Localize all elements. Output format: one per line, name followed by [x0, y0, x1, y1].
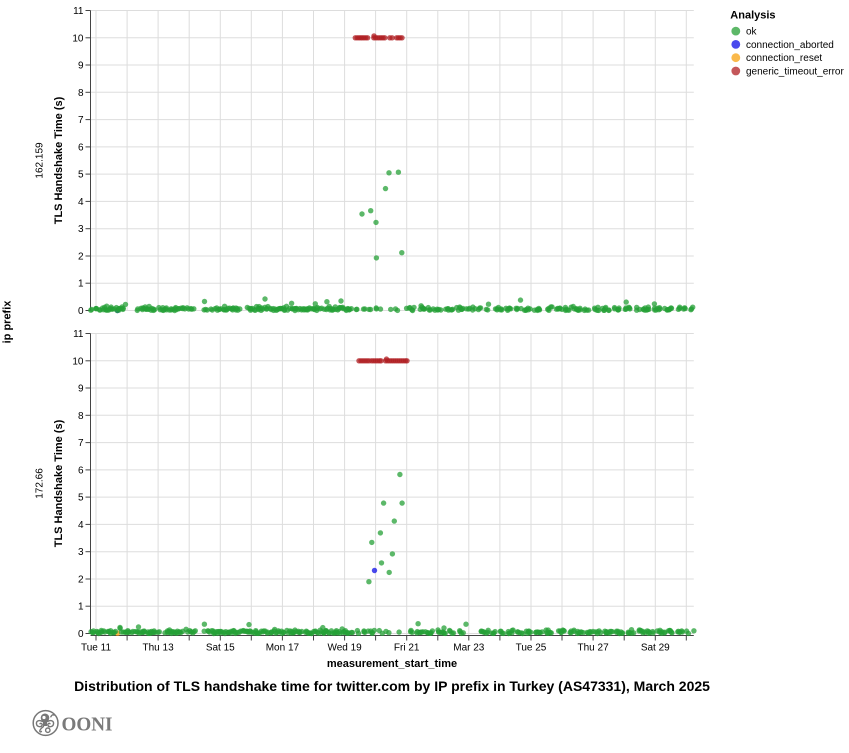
svg-text:Thu 13: Thu 13	[143, 643, 175, 654]
svg-text:Thu 27: Thu 27	[578, 643, 610, 654]
svg-text:5: 5	[78, 493, 84, 504]
svg-text:11: 11	[73, 329, 84, 340]
svg-text:TLS Handshake Time (s): TLS Handshake Time (s)	[53, 419, 65, 547]
svg-text:1: 1	[78, 602, 84, 613]
svg-text:5: 5	[78, 170, 84, 181]
svg-text:connection_aborted: connection_aborted	[746, 40, 834, 51]
svg-text:TLS Handshake Time (s): TLS Handshake Time (s)	[53, 96, 65, 224]
svg-text:Mon 17: Mon 17	[266, 643, 300, 654]
svg-text:9: 9	[78, 61, 84, 72]
svg-text:8: 8	[78, 88, 84, 99]
svg-text:2: 2	[78, 252, 84, 263]
svg-text:OONI: OONI	[62, 715, 113, 736]
svg-text:8: 8	[78, 411, 84, 422]
svg-text:11: 11	[73, 6, 84, 17]
svg-text:Sat 29: Sat 29	[641, 643, 670, 654]
svg-text:162.159: 162.159	[35, 142, 46, 179]
svg-text:generic_timeout_error: generic_timeout_error	[746, 67, 844, 78]
svg-text:Tue 25: Tue 25	[516, 643, 547, 654]
svg-text:3: 3	[78, 547, 84, 558]
svg-text:0: 0	[78, 306, 84, 317]
svg-text:7: 7	[78, 115, 84, 126]
svg-text:4: 4	[78, 520, 84, 531]
svg-text:Fri 21: Fri 21	[394, 643, 420, 654]
svg-text:connection_reset: connection_reset	[746, 53, 822, 64]
svg-text:172.66: 172.66	[35, 468, 46, 499]
svg-text:7: 7	[78, 438, 84, 449]
svg-text:ip prefix: ip prefix	[2, 300, 14, 344]
svg-text:6: 6	[78, 142, 84, 153]
svg-text:10: 10	[72, 33, 84, 44]
svg-text:6: 6	[78, 465, 84, 476]
svg-text:Distribution of TLS handshake: Distribution of TLS handshake time for t…	[74, 678, 710, 694]
svg-text:Tue 11: Tue 11	[81, 643, 111, 654]
svg-text:0: 0	[78, 629, 84, 640]
svg-text:10: 10	[72, 356, 84, 367]
svg-text:1: 1	[78, 279, 84, 290]
svg-text:4: 4	[78, 197, 84, 208]
svg-text:9: 9	[78, 384, 84, 395]
svg-text:3: 3	[78, 224, 84, 235]
svg-text:2: 2	[78, 575, 84, 586]
svg-text:ok: ok	[746, 27, 758, 38]
svg-text:measurement_start_time: measurement_start_time	[327, 658, 457, 670]
svg-text:Sat 15: Sat 15	[206, 643, 235, 654]
svg-text:Mar 23: Mar 23	[453, 643, 485, 654]
svg-text:Analysis: Analysis	[730, 9, 775, 21]
svg-text:Wed 19: Wed 19	[327, 643, 362, 654]
